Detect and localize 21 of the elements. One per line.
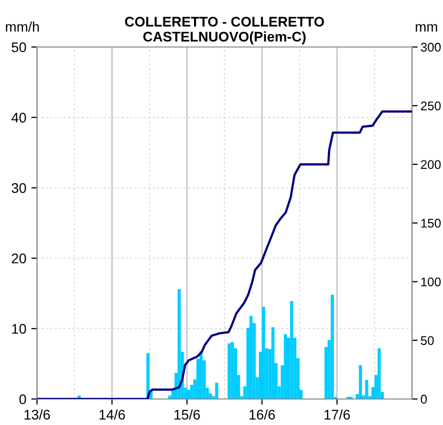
y2-axis-title: mm (416, 24, 438, 32)
chart-title: COLLERETTO - COLLERETTO CASTELNUOVO(Piem-C) (125, 16, 324, 44)
x-tick-label: 14/6 (100, 409, 125, 420)
y2-tick-label: 250 (420, 101, 441, 110)
y2-tick-label: 50 (420, 336, 434, 345)
y-tick-label: 0 (19, 394, 26, 404)
y2-tick-label: 200 (420, 160, 441, 169)
x-tick-label: 13/6 (24, 409, 50, 420)
x-tick-label: 15/6 (174, 409, 200, 420)
y-tick-label: 10 (12, 324, 26, 334)
y2-tick-label: 0 (420, 394, 427, 404)
x-tick-label: 16/6 (250, 409, 275, 420)
x-tick-label: 17/6 (324, 409, 350, 420)
y-tick-label: 40 (11, 112, 26, 123)
y-tick-label: 30 (12, 183, 26, 193)
y-tick-label: 50 (12, 42, 26, 52)
y2-tick-label: 150 (421, 218, 441, 228)
y-axis-title: mm/h (6, 22, 39, 32)
y-tick-label: 20 (12, 254, 26, 264)
y2-tick-label: 100 (421, 277, 441, 286)
y2-tick-label: 300 (420, 42, 441, 52)
